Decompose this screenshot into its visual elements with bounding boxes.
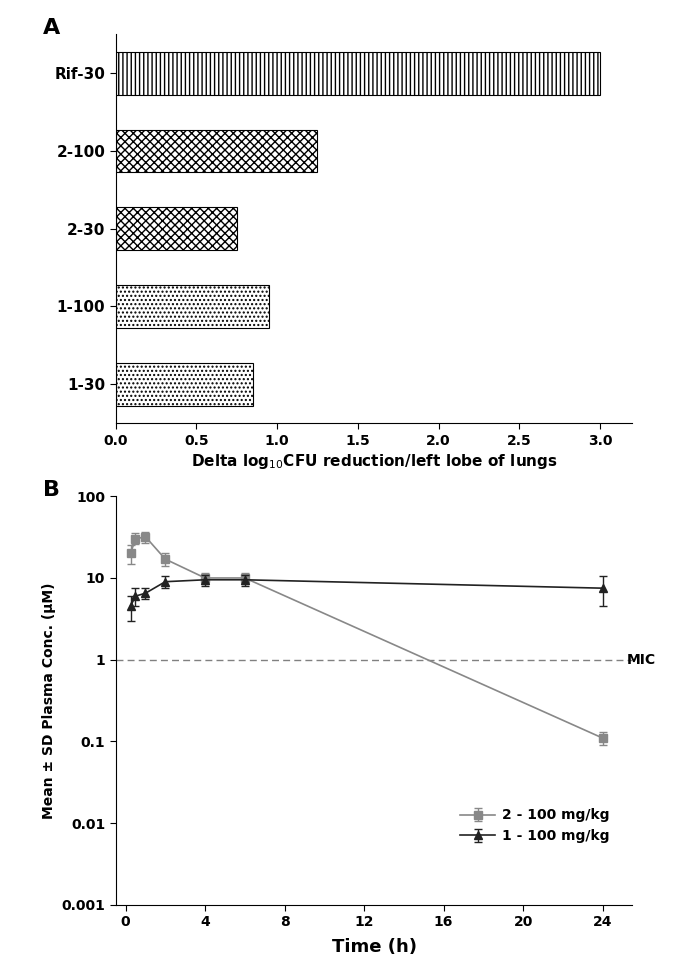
Text: A: A bbox=[44, 18, 61, 39]
Y-axis label: Mean ± SD Plasma Conc. (µM): Mean ± SD Plasma Conc. (µM) bbox=[41, 582, 56, 819]
Text: MIC: MIC bbox=[626, 653, 656, 667]
Text: Delta log$_{10}$CFU reduction/left lobe of lungs: Delta log$_{10}$CFU reduction/left lobe … bbox=[190, 452, 558, 472]
X-axis label: Time (h): Time (h) bbox=[332, 938, 416, 955]
Text: B: B bbox=[44, 480, 61, 500]
Bar bbox=[116, 285, 269, 328]
Bar bbox=[116, 363, 253, 406]
Bar bbox=[116, 207, 237, 250]
Legend: 2 - 100 mg/kg, 1 - 100 mg/kg: 2 - 100 mg/kg, 1 - 100 mg/kg bbox=[455, 803, 615, 848]
Bar bbox=[116, 52, 600, 94]
Bar bbox=[116, 129, 318, 172]
